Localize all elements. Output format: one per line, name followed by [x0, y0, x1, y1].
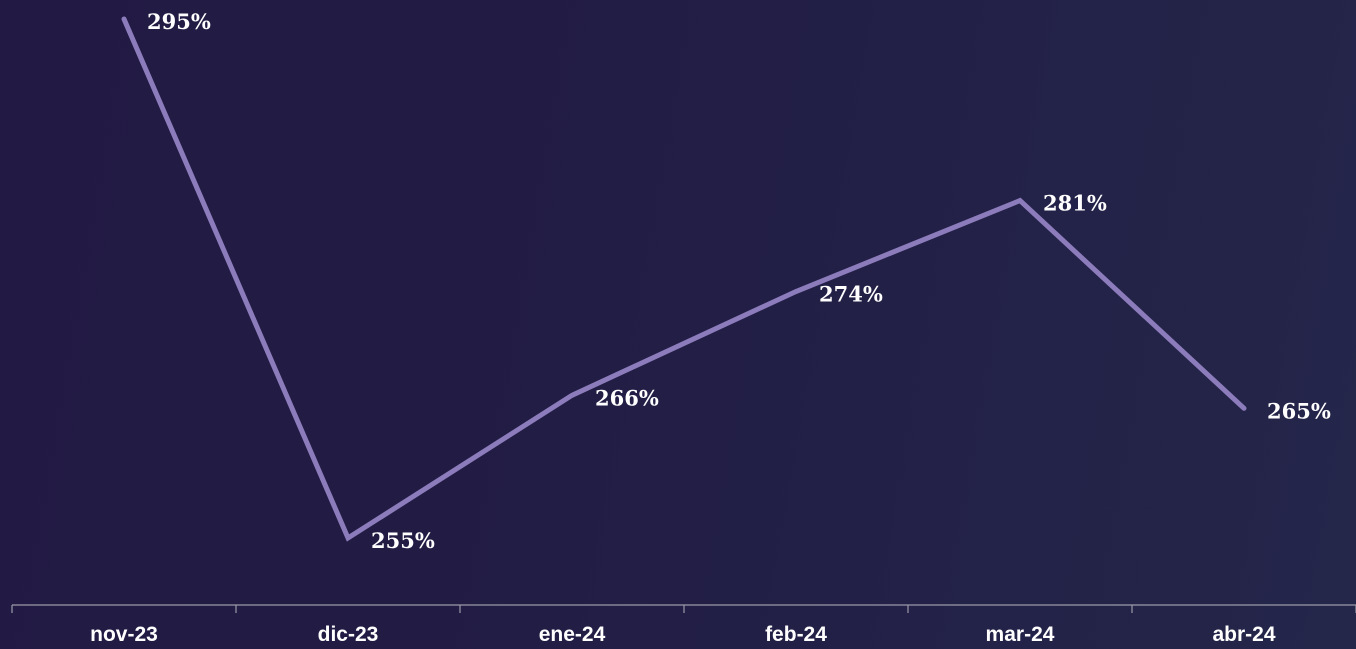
- series-line: [121, 16, 1247, 542]
- tick-label-layer: nov-23 dic-23 ene-24 feb-24 mar-24 abr-24: [90, 623, 1276, 646]
- data-label: 295%: [147, 9, 211, 34]
- data-label: 255%: [371, 528, 435, 553]
- x-tick-label: dic-23: [318, 623, 379, 646]
- data-label: 265%: [1267, 398, 1331, 423]
- data-label: 266%: [595, 385, 659, 410]
- data-label-layer: 295% 255% 266% 274% 281% 265%: [147, 9, 1331, 553]
- x-tick-label: feb-24: [765, 623, 827, 646]
- x-tick-label: mar-24: [986, 623, 1055, 646]
- x-axis: [11, 604, 1356, 613]
- data-label: 274%: [819, 281, 883, 306]
- data-label: 281%: [1043, 191, 1107, 216]
- x-tick-label: ene-24: [539, 623, 606, 646]
- series-layer: [121, 16, 1247, 542]
- x-tick-label: nov-23: [90, 623, 158, 646]
- x-tick-label: abr-24: [1212, 623, 1275, 646]
